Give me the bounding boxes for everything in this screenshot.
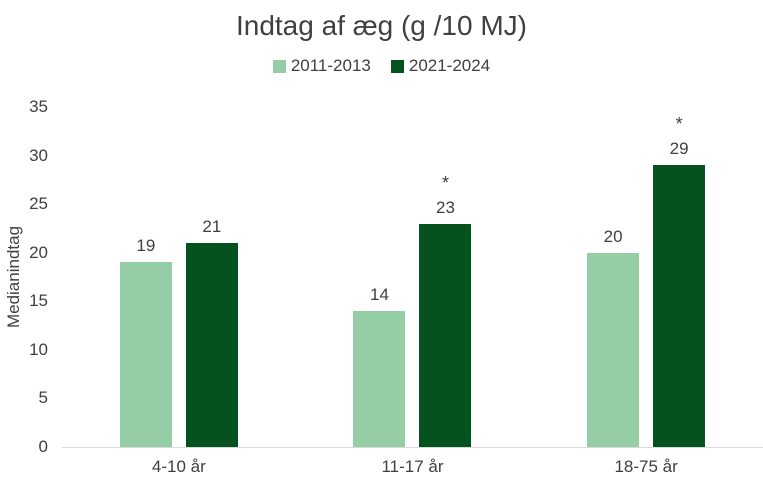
y-tick-label: 0 bbox=[38, 437, 48, 456]
bar-pair: 19 21 bbox=[119, 107, 238, 447]
bar-pair: 20 * 29 bbox=[587, 107, 706, 447]
bar-value-label: 29 bbox=[669, 139, 689, 159]
bar bbox=[419, 223, 472, 447]
bar-value-label: 19 bbox=[136, 236, 156, 256]
bar-wrap: 19 bbox=[119, 236, 172, 447]
bar bbox=[185, 243, 238, 447]
bar-wrap: 14 bbox=[353, 285, 406, 447]
legend-label: 2011-2013 bbox=[290, 56, 371, 75]
bar-value-label: 23 bbox=[436, 197, 455, 217]
chart-title: Indtag af æg (g /10 MJ) bbox=[235, 10, 528, 41]
bar-group: 20 * 29 18-75 år bbox=[587, 107, 706, 482]
plot-area: 19 21 4-10 år 14 * 23 11-17 år 20 * 29 18-75 år bbox=[62, 107, 763, 482]
y-tick-label: 20 bbox=[29, 242, 48, 262]
y-tick-label: 15 bbox=[29, 291, 48, 311]
legend-item: 2021-2024 bbox=[390, 56, 491, 76]
bar-wrap: 20 bbox=[587, 226, 640, 447]
x-axis-line bbox=[62, 447, 763, 448]
bar-wrap: * 23 bbox=[419, 172, 472, 447]
bar-group: 19 21 4-10 år bbox=[119, 107, 238, 482]
y-axis: 0 5 10 15 20 25 30 35 bbox=[0, 97, 48, 456]
legend: 2011-2013 2021-2024 bbox=[0, 56, 763, 76]
bar-group: 14 * 23 11-17 år bbox=[353, 107, 472, 482]
significance-marker: * bbox=[675, 114, 683, 135]
bar bbox=[119, 262, 172, 447]
y-tick-label: 35 bbox=[29, 97, 48, 116]
legend-swatch bbox=[390, 59, 404, 73]
bar-pair: 14 * 23 bbox=[353, 107, 472, 447]
category-label: 4-10 år bbox=[151, 457, 206, 476]
bar-value-label: 20 bbox=[603, 226, 623, 246]
legend-label: 2021-2024 bbox=[408, 56, 491, 75]
legend-swatch bbox=[272, 59, 286, 73]
legend-item: 2011-2013 bbox=[272, 56, 371, 76]
bar bbox=[353, 311, 406, 447]
bar-value-label: 14 bbox=[370, 285, 389, 304]
bar bbox=[587, 252, 640, 447]
y-tick-label: 10 bbox=[29, 339, 48, 359]
bar-value-label: 21 bbox=[202, 217, 222, 236]
category-label: 18-75 år bbox=[614, 457, 678, 476]
bar-groups: 19 21 4-10 år 14 * 23 11-17 år 20 * 29 18-75 år bbox=[62, 107, 763, 482]
significance-marker: * bbox=[441, 172, 449, 193]
bar-wrap: * 29 bbox=[653, 114, 706, 447]
y-tick-label: 30 bbox=[29, 145, 48, 165]
category-label: 11-17 år bbox=[381, 457, 444, 476]
y-tick-label: 25 bbox=[29, 194, 48, 214]
y-tick-label: 5 bbox=[38, 388, 48, 408]
bar-wrap: 21 bbox=[185, 217, 238, 447]
bar bbox=[653, 165, 706, 447]
